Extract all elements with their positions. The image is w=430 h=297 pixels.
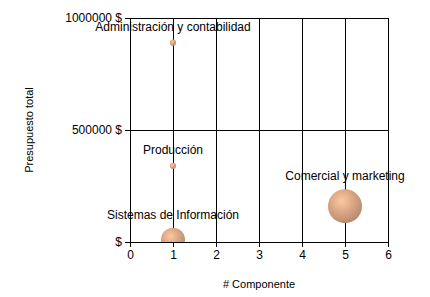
x-tick: 0 (127, 242, 134, 262)
point-labels: Administración y contabilidad Producción C… (95, 20, 404, 222)
plot: 0123456$500000 $1000000 $Administración … (65, 11, 404, 261)
grid-line-y (130, 130, 388, 131)
x-tick-label: 0 (127, 248, 134, 262)
grid-line-y (130, 18, 388, 19)
x-tick-label: 4 (299, 248, 306, 262)
x-tick: 4 (299, 242, 306, 262)
x-tick: 1 (170, 242, 177, 262)
x-tick-label: 6 (385, 248, 392, 262)
x-axis: 0 1 2 3 4 5 6 (127, 242, 392, 262)
x-tick-mark (345, 242, 346, 247)
x-tick-label: 5 (342, 248, 349, 262)
y-tick-label: 500000 $ (72, 123, 122, 137)
x-tick: 5 (342, 242, 349, 262)
point-label: Comercial y marketing (285, 169, 404, 183)
point-label: Producción (143, 143, 203, 157)
y-axis-title: Presupuesto total (23, 87, 35, 173)
x-tick: 2 (213, 242, 220, 262)
bubble (161, 228, 185, 242)
x-tick-label: 1 (170, 248, 177, 262)
y-tick-mark (125, 130, 130, 131)
x-tick-label: 3 (256, 248, 263, 262)
x-tick-mark (259, 242, 260, 247)
x-axis-line (131, 243, 389, 248)
bubble (328, 189, 362, 223)
y-tick-label: $ (115, 235, 122, 249)
bubble (170, 163, 176, 169)
x-tick: 3 (256, 242, 263, 262)
x-axis-title: # Componente (223, 278, 295, 290)
y-tick-mark (125, 242, 130, 243)
chart: 0123456$500000 $1000000 $Administración … (0, 0, 430, 297)
point-label: Administración y contabilidad (95, 20, 250, 34)
point-label: Sistemas de Información (107, 208, 239, 222)
x-tick-label: 2 (213, 248, 220, 262)
y-tick: $ (115, 235, 130, 249)
x-tick-mark (216, 242, 217, 247)
x-tick: 6 (385, 242, 392, 262)
x-tick-mark (302, 242, 303, 247)
x-tick-mark (388, 242, 389, 247)
x-tick-mark (173, 242, 174, 247)
bubble (170, 40, 176, 46)
y-tick: 500000 $ (72, 123, 130, 137)
